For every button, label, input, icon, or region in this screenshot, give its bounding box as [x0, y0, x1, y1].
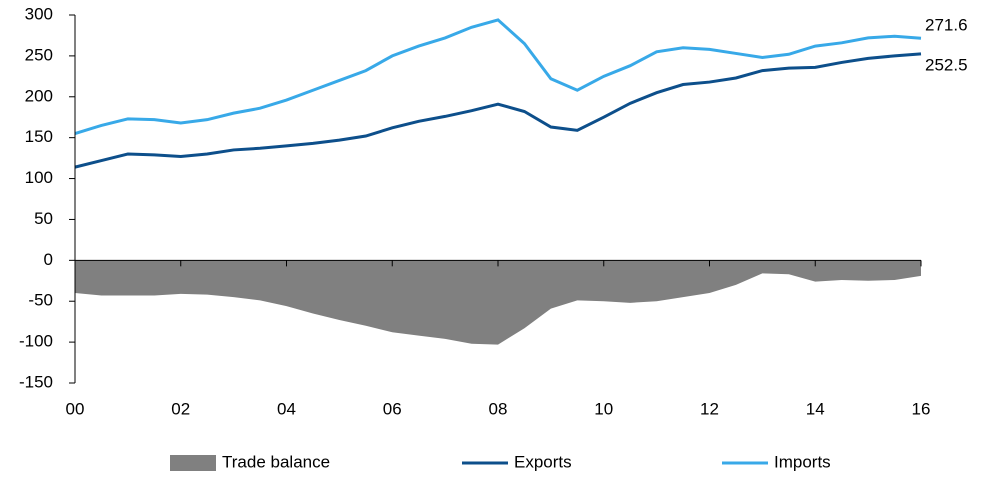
- line: [74, 18, 922, 136]
- legend-label: Imports: [774, 452, 831, 471]
- y-tick-label: 250: [25, 45, 53, 64]
- y-tick-label: 0: [44, 250, 53, 269]
- end-label: 252.5: [925, 55, 968, 74]
- y-tick-label: 100: [25, 168, 53, 187]
- end-label: 271.6: [925, 16, 968, 35]
- x-tick-label: 10: [594, 399, 613, 418]
- y-tick-label: 300: [25, 4, 53, 23]
- y-tick-label: -50: [28, 291, 53, 310]
- line: [74, 52, 922, 169]
- y-tick-label: -100: [19, 332, 53, 351]
- y-tick-label: 150: [25, 127, 53, 146]
- x-tick-label: 14: [806, 399, 825, 418]
- legend-swatch: [170, 455, 216, 471]
- x-tick-label: 12: [700, 399, 719, 418]
- area: [75, 260, 921, 345]
- y-tick-label: -150: [19, 372, 53, 391]
- x-tick-label: 06: [383, 399, 402, 418]
- y-tick-label: 200: [25, 86, 53, 105]
- y-tick-label: 50: [34, 209, 53, 228]
- legend-label: Exports: [514, 452, 572, 471]
- x-tick-label: 04: [277, 399, 296, 418]
- x-tick-label: 08: [489, 399, 508, 418]
- legend-label: Trade balance: [222, 452, 330, 471]
- x-tick-label: 02: [171, 399, 190, 418]
- x-tick-label: 00: [66, 399, 85, 418]
- x-tick-label: 16: [912, 399, 931, 418]
